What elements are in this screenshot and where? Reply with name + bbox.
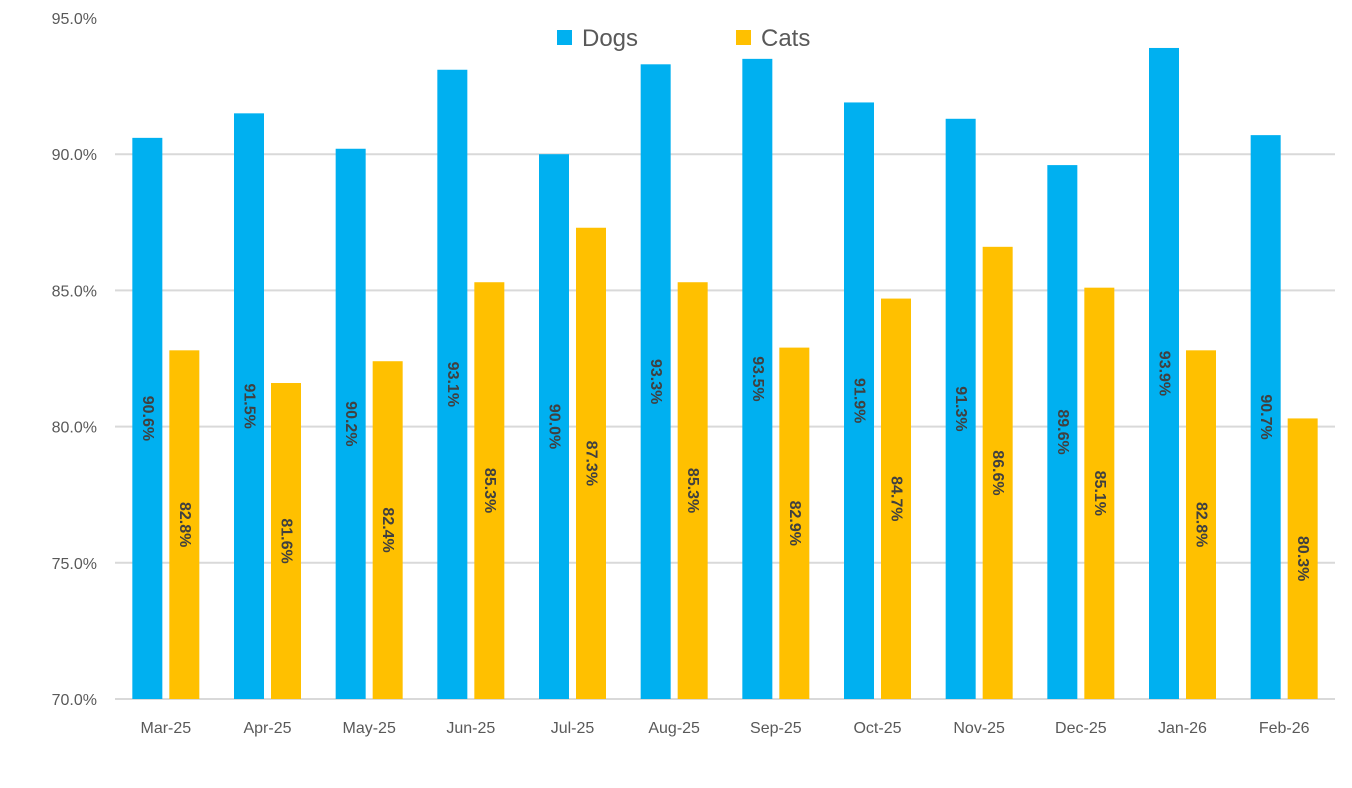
y-tick-label: 90.0%: [52, 147, 97, 164]
bar-cats: [474, 282, 505, 699]
bar-cats: [1287, 418, 1318, 699]
y-tick-label: 95.0%: [52, 11, 97, 28]
bar-cats: [271, 383, 301, 699]
data-label-cats: 86.6%: [989, 450, 1006, 495]
x-tick-label: Oct-25: [853, 720, 901, 737]
bar-dogs: [335, 148, 366, 699]
bar-cats: [372, 361, 403, 699]
data-label-cats: 85.3%: [481, 468, 498, 513]
y-tick-label: 75.0%: [52, 556, 97, 573]
x-tick-label: Sep-25: [750, 720, 802, 737]
data-label-dogs: 90.0%: [546, 404, 563, 449]
x-tick-label: Aug-25: [648, 720, 700, 737]
data-label-cats: 82.4%: [379, 507, 396, 552]
y-tick-label: 80.0%: [52, 420, 97, 437]
y-tick-label: 85.0%: [52, 283, 97, 300]
x-tick-label: Mar-25: [140, 720, 191, 737]
bar-dogs: [539, 154, 569, 699]
data-label-dogs: 89.6%: [1054, 409, 1071, 454]
data-label-dogs: 90.7%: [1257, 394, 1274, 439]
data-label-cats: 80.3%: [1294, 536, 1311, 581]
bar-dogs: [945, 118, 976, 699]
x-axis: Mar-25 Apr-25 May-25 Jun-25 Jul-25 Aug-25 Sep-…: [140, 720, 1309, 737]
bar-dogs: [844, 102, 874, 700]
bar-dogs: [234, 113, 264, 700]
bar-cats: [169, 350, 200, 699]
data-label-dogs: 90.2%: [342, 401, 359, 446]
bar-cats: [982, 246, 1013, 700]
data-label-dogs: 91.3%: [952, 386, 969, 431]
data-label-cats: 85.3%: [684, 468, 701, 513]
bar-dogs: [742, 58, 773, 700]
bar-cats: [779, 347, 810, 699]
bar-cats: [1186, 350, 1216, 699]
data-label-dogs: 91.9%: [851, 378, 868, 423]
data-label-dogs: 93.3%: [647, 359, 664, 404]
x-tick-label: Nov-25: [953, 720, 1005, 737]
data-label-dogs: 93.9%: [1156, 351, 1173, 396]
bar-dogs: [1250, 135, 1281, 699]
data-label-cats: 82.8%: [176, 502, 193, 547]
data-label-dogs: 93.1%: [444, 362, 461, 407]
x-tick-label: Apr-25: [243, 720, 291, 737]
data-label-cats: 82.9%: [786, 501, 803, 546]
x-tick-label: Jan-26: [1158, 720, 1207, 737]
legend-label-dogs: Dogs: [582, 25, 638, 52]
bar-dogs: [1047, 165, 1078, 699]
bar-cats: [576, 227, 606, 700]
bars: [132, 47, 1318, 700]
bar-dogs: [1149, 47, 1179, 700]
legend-label-cats: Cats: [761, 25, 810, 52]
data-label-cats: 84.7%: [888, 476, 905, 521]
x-tick-label: Jul-25: [551, 720, 595, 737]
bar-cats: [677, 282, 708, 699]
bar-cats: [1084, 287, 1115, 699]
x-tick-label: Feb-26: [1259, 720, 1310, 737]
legend-swatch-cats: [736, 30, 751, 45]
bar-cats: [881, 298, 911, 699]
data-labels: 90.6% 82.8% 91.5% 81.6% 90.2% 82.4% 93.1% 85.3%…: [139, 351, 1311, 582]
bar-dogs: [132, 137, 163, 699]
data-label-dogs: 90.6%: [139, 396, 156, 441]
data-label-cats: 87.3%: [583, 441, 600, 486]
data-label-cats: 85.1%: [1091, 471, 1108, 516]
data-label-cats: 81.6%: [278, 518, 295, 563]
legend-swatch-dogs: [557, 30, 572, 45]
y-tick-label: 70.0%: [52, 692, 97, 709]
data-label-dogs: 91.5%: [241, 383, 258, 428]
data-label-cats: 82.8%: [1193, 502, 1210, 547]
gridlines: [115, 153, 1335, 700]
x-tick-label: Dec-25: [1055, 720, 1107, 737]
legend: Dogs Cats: [557, 25, 810, 52]
x-tick-label: May-25: [342, 720, 395, 737]
bar-dogs: [640, 64, 671, 700]
bar-dogs: [437, 69, 468, 700]
x-tick-label: Jun-25: [446, 720, 495, 737]
y-axis: 70.0% 75.0% 80.0% 85.0% 90.0% 95.0%: [52, 11, 97, 709]
data-label-dogs: 93.5%: [749, 356, 766, 401]
